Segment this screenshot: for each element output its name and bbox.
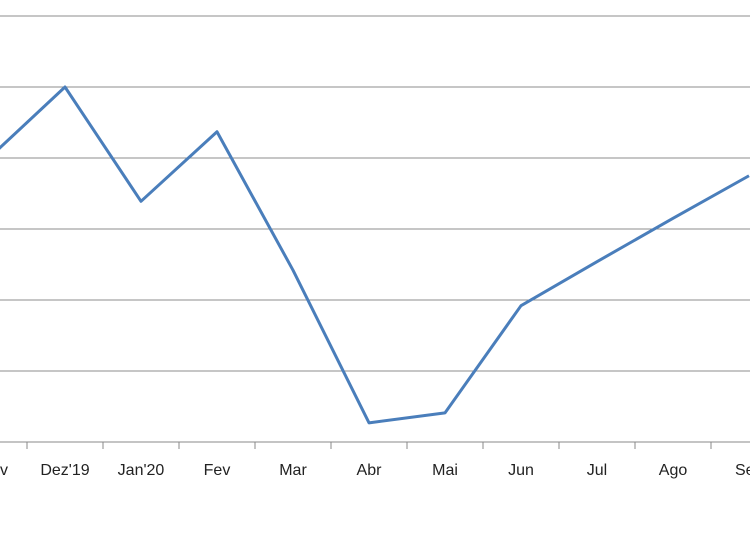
x-tick-label: Dez'19 [40,462,89,479]
x-tick-label: Mar [279,462,307,479]
x-tick-label: Jun [508,462,534,479]
x-tick-label: Jan'20 [118,462,165,479]
x-tick-label: Fev [204,462,231,479]
x-tick-label: Jul [587,462,607,479]
x-tick-label: Mai [432,462,458,479]
x-tick-label: Ago [659,462,688,479]
x-tick-label: Abr [357,462,383,479]
line-series [0,85,750,425]
x-tick-label: Se [735,462,750,479]
x-tick-label: v [0,462,8,479]
